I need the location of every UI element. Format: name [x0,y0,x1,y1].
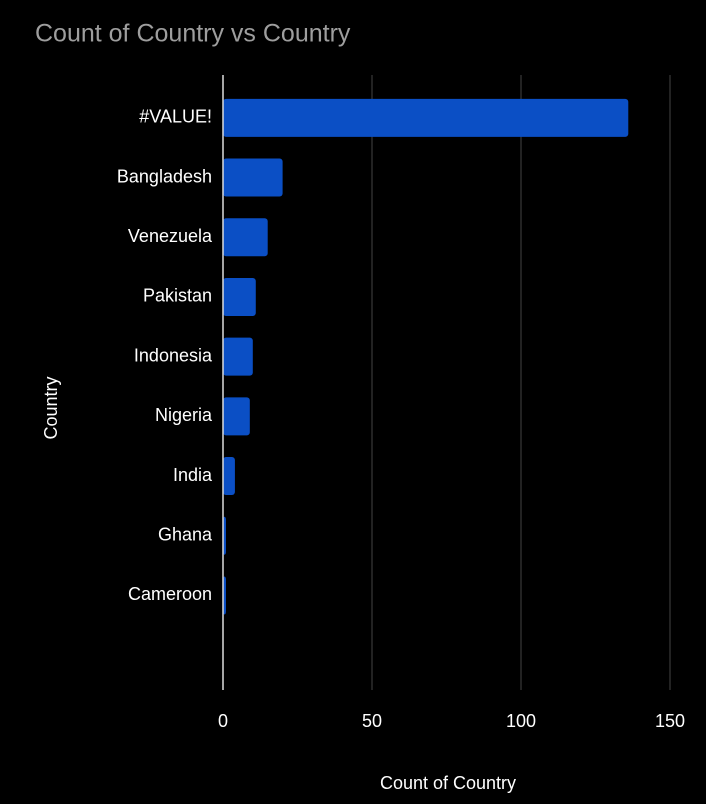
x-tick-label: 100 [506,711,536,731]
y-tick-label: Cameroon [128,584,212,604]
x-tick-label: 150 [655,711,685,731]
y-tick-label: Nigeria [155,405,213,425]
y-axis-label: Country [41,376,61,439]
y-tick-label: Bangladesh [117,166,212,186]
bar [223,457,235,496]
y-tick-label: Venezuela [128,226,213,246]
y-tick-label: #VALUE! [139,107,212,127]
x-tick-label: 0 [218,711,228,731]
bar [223,218,268,257]
bar [223,98,629,137]
bar [223,397,250,436]
x-tick-label: 50 [362,711,382,731]
bar [223,337,253,376]
y-tick-label: Ghana [158,525,213,545]
bar [223,158,283,197]
bar [223,277,256,316]
chart-title: Count of Country vs Country [35,20,351,48]
y-tick-label: India [173,465,213,485]
y-tick-label: Pakistan [143,286,212,306]
y-tick-label: Indonesia [134,345,213,365]
x-axis-label: Count of Country [380,773,516,793]
